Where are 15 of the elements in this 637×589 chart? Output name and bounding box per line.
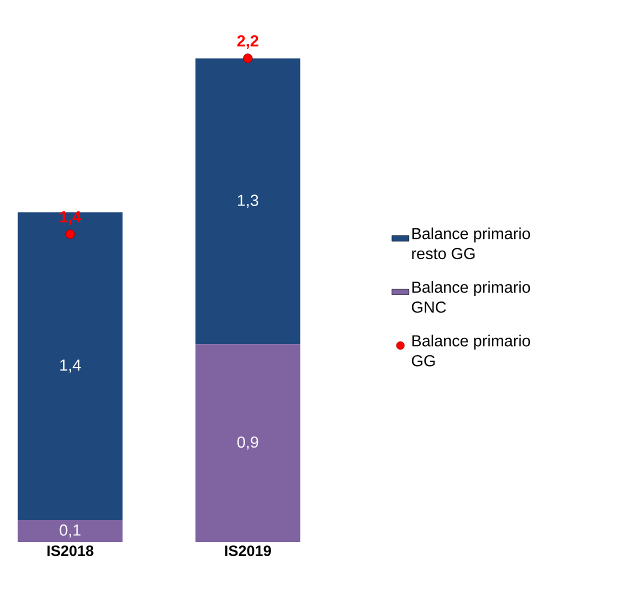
legend-label: Balance primario GG [412,334,530,366]
bar [18,212,123,520]
bar [18,520,123,542]
x-tick-label: IS2019 [225,546,271,556]
legend-label: Balance primario resto GG [412,228,530,260]
legend-label: Balance primario GNC [412,281,530,313]
data-label: 0,1 [60,524,80,538]
bar [195,344,300,542]
data-label: 2,2 [237,35,258,49]
x-tick-label: IS2018 [47,546,94,556]
bar [195,58,300,344]
data-label: 1,3 [238,194,258,208]
data-label: 1,4 [60,360,81,373]
data-label: 0,9 [237,436,258,450]
data-label: 1,4 [60,211,82,225]
